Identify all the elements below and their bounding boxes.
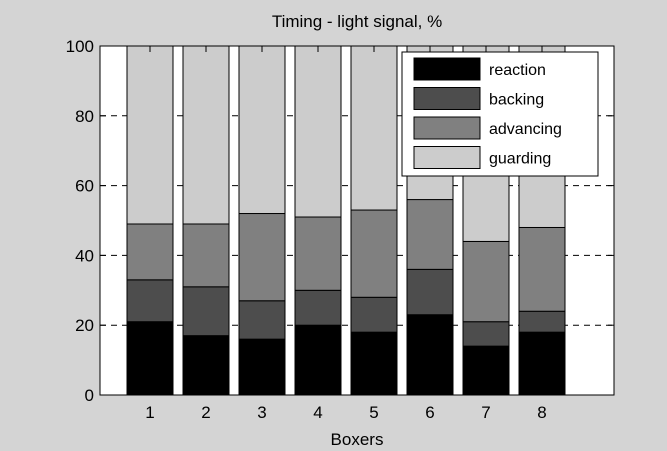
x-tick-label: 6 — [425, 403, 434, 422]
x-tick-label: 3 — [257, 403, 266, 422]
bar-segment-reaction — [462, 345, 510, 396]
bar-segment-advancing — [182, 223, 230, 288]
legend-swatch — [413, 116, 481, 140]
bar-segment-guarding — [350, 45, 398, 211]
bar-segment-reaction — [406, 314, 454, 396]
chart-title: Timing - light signal, % — [272, 12, 442, 31]
bar-segment-reaction — [126, 321, 174, 396]
bar-segment-backing — [406, 268, 454, 316]
bar-segment-backing — [126, 279, 174, 323]
legend-label: advancing — [489, 121, 562, 138]
bar-segment-advancing — [518, 226, 566, 312]
x-tick-label: 8 — [537, 403, 546, 422]
bar-segment-backing — [238, 300, 286, 340]
legend-swatch — [413, 87, 481, 110]
bar-segment-backing — [462, 321, 510, 347]
bar-segment-reaction — [182, 335, 230, 396]
legend-label: reaction — [489, 62, 546, 79]
plot-frame — [99, 45, 615, 396]
y-axis: 0 20 40 60 80 100 — [66, 37, 614, 405]
bar-segment-advancing — [294, 216, 342, 291]
y-tick-label: 40 — [75, 246, 94, 265]
x-tick-label: 5 — [369, 403, 378, 422]
legend-label: backing — [489, 92, 544, 109]
x-axis-label: Boxers — [331, 430, 384, 449]
bar-segment-backing — [182, 286, 230, 337]
y-tick-label: 60 — [75, 177, 94, 196]
bar-segment-guarding — [126, 45, 174, 225]
y-tick-label: 100 — [66, 37, 94, 56]
bar-segment-backing — [518, 310, 566, 333]
legend: reaction backing advancing guarding — [401, 51, 599, 177]
legend-swatch — [413, 57, 481, 81]
legend-label: guarding — [489, 151, 551, 168]
bar-segment-advancing — [126, 223, 174, 281]
bar-segment-advancing — [406, 199, 454, 270]
bar-segment-reaction — [518, 331, 566, 396]
bar-segment-reaction — [294, 324, 342, 396]
bar-segment-guarding — [238, 45, 286, 215]
y-tick-label: 80 — [75, 107, 94, 126]
bar-segment-backing — [294, 289, 342, 326]
bar-segment-guarding — [182, 45, 230, 225]
x-tick-label: 2 — [201, 403, 210, 422]
x-tick-label: 1 — [145, 403, 154, 422]
x-tick-label: 7 — [481, 403, 490, 422]
bar-segment-backing — [350, 296, 398, 333]
x-tick-label: 4 — [313, 403, 322, 422]
x-axis: 1 2 3 4 5 6 7 8 — [145, 46, 547, 422]
y-tick-label: 20 — [75, 316, 94, 335]
bar-segment-advancing — [350, 209, 398, 298]
y-tick-label: 0 — [85, 386, 94, 405]
bar-segment-reaction — [238, 338, 286, 396]
legend-swatch — [413, 146, 481, 169]
bar-segment-advancing — [462, 240, 510, 323]
bar-segment-guarding — [294, 45, 342, 218]
bar-segment-reaction — [350, 331, 398, 396]
bar-segment-advancing — [238, 213, 286, 302]
